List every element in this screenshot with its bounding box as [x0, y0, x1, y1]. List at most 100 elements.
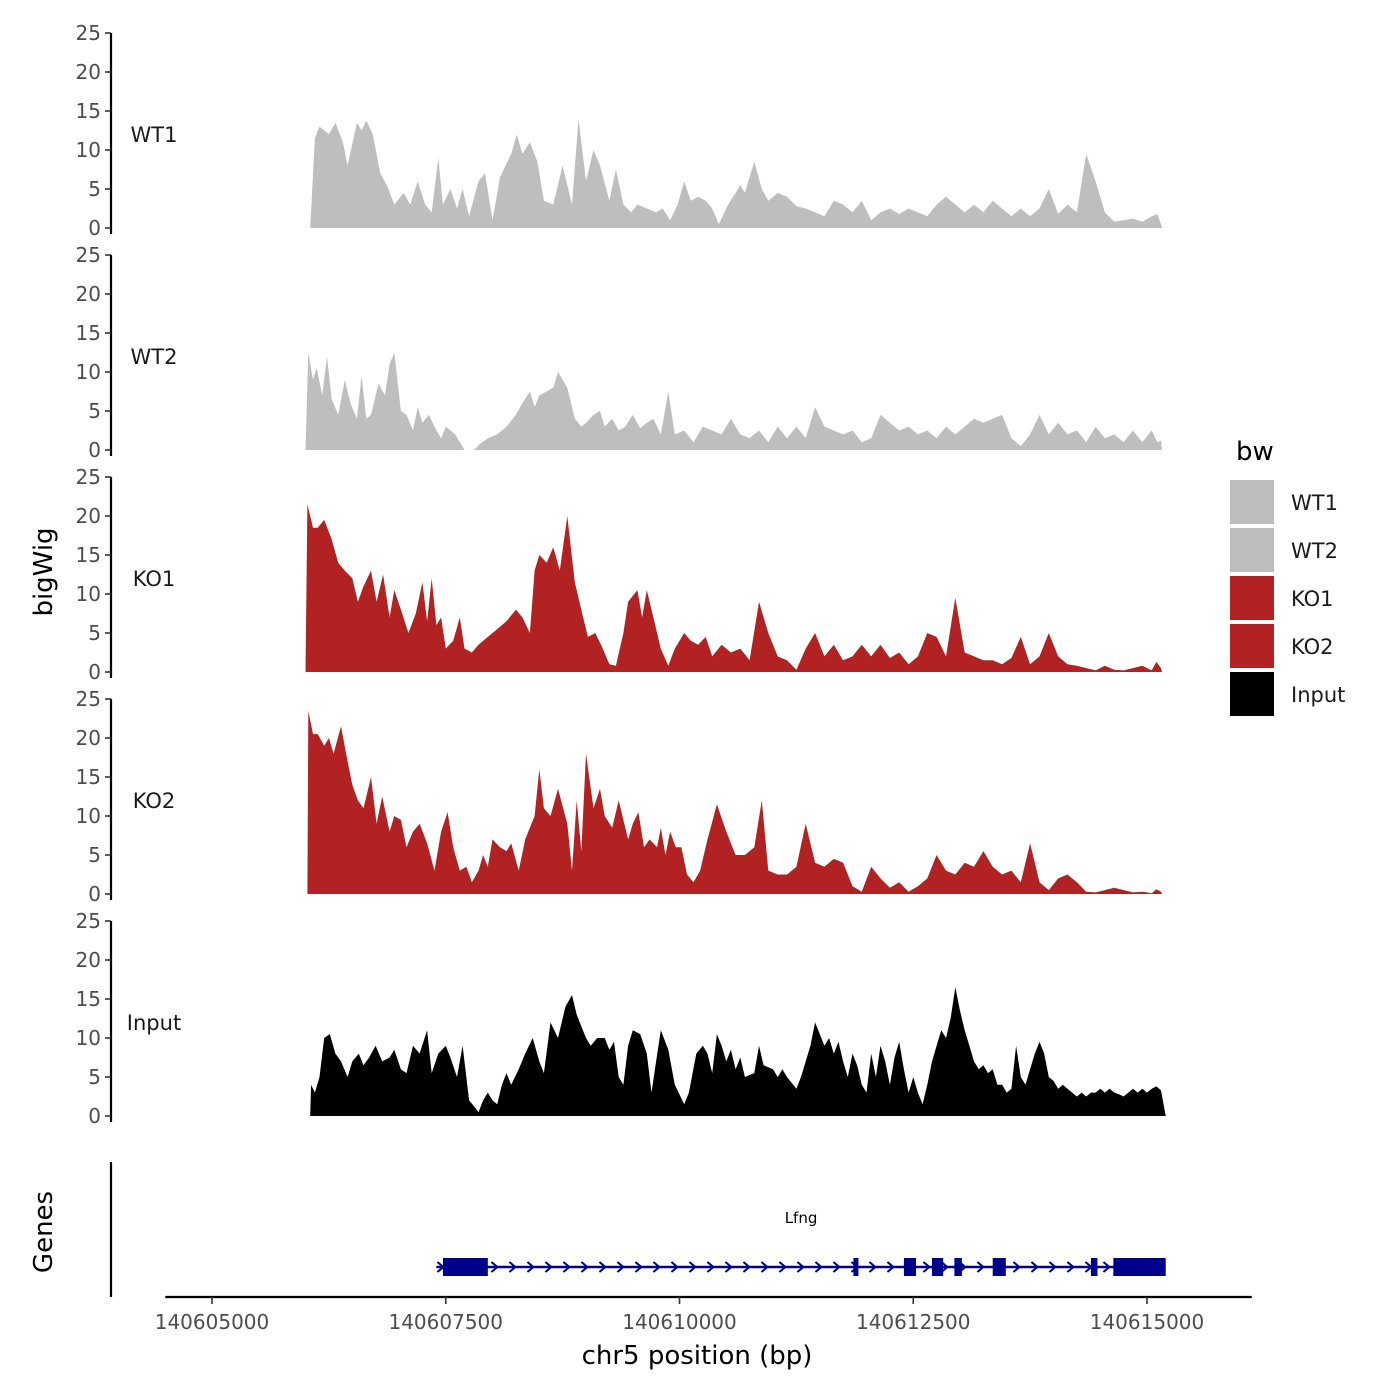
y-tick-label: 20 — [76, 948, 101, 972]
strand-arrow — [1012, 1261, 1021, 1273]
x-axis: 140605000 140607500 140610000 140612500 1406… — [155, 1295, 1252, 1334]
strand-arrow — [796, 1261, 805, 1273]
y-tick-label: 15 — [76, 987, 101, 1011]
y-tick-label: 0 — [88, 216, 101, 240]
y-tick-label: 15 — [76, 99, 101, 123]
strand-arrow — [508, 1261, 517, 1273]
strand-arrow — [976, 1261, 985, 1273]
track-label-ko1: KO1 — [133, 567, 176, 591]
strand-arrow — [724, 1261, 733, 1273]
y-tick-label: 25 — [76, 21, 101, 45]
y-tick-label: 0 — [88, 882, 101, 906]
legend-swatch — [1230, 624, 1274, 668]
track-wt1: 0 5 10 15 20 25 WT1 — [76, 21, 1162, 240]
y-tick-label: 20 — [76, 504, 101, 528]
y-tick-label: 25 — [76, 687, 101, 711]
series-area-ko2 — [307, 710, 1162, 894]
legend-label: Input — [1291, 683, 1345, 707]
y-tick-label: 20 — [76, 726, 101, 750]
x-tick-label: 140610000 — [622, 1310, 737, 1334]
strand-arrow — [886, 1261, 895, 1273]
gene-exon — [442, 1258, 488, 1276]
y-tick-label: 20 — [76, 282, 101, 306]
series-area-ko1 — [305, 504, 1162, 672]
y-tick-label: 0 — [88, 438, 101, 462]
gene-exon — [931, 1258, 944, 1276]
y-tick-label: 25 — [76, 243, 101, 267]
track-input: 0 5 10 15 20 25 Input — [76, 909, 1166, 1128]
strand-arrow — [760, 1261, 769, 1273]
legend-title: bw — [1236, 437, 1274, 467]
track-ko2: 0 5 10 15 20 25 KO2 — [76, 687, 1162, 906]
legend-label: WT1 — [1291, 491, 1338, 515]
legend-swatch — [1230, 576, 1274, 620]
track-label-wt2: WT2 — [131, 345, 178, 369]
strand-arrow — [742, 1261, 751, 1273]
strand-arrow — [652, 1261, 661, 1273]
strand-arrow — [526, 1261, 535, 1273]
y-tick-label: 10 — [76, 138, 101, 162]
series-area-wt1 — [310, 118, 1162, 228]
track-label-input: Input — [127, 1011, 181, 1035]
strand-arrow — [832, 1261, 841, 1273]
y-tick-label: 10 — [76, 1026, 101, 1050]
y-tick-label: 5 — [88, 843, 101, 867]
y-tick-label: 5 — [88, 177, 101, 201]
legend-label: KO1 — [1291, 587, 1334, 611]
strand-arrow — [1102, 1261, 1111, 1273]
legend-item-ko2: KO2 — [1230, 624, 1334, 668]
series-area-input — [310, 987, 1166, 1116]
y-tick-label: 5 — [88, 1065, 101, 1089]
y-tick-label: 15 — [76, 321, 101, 345]
legend: bw WT1 WT2 KO1 KO2 Input — [1230, 437, 1345, 716]
legend-label: WT2 — [1291, 539, 1338, 563]
y-tick-label: 20 — [76, 60, 101, 84]
gene-exon — [1090, 1258, 1098, 1276]
strand-arrow — [670, 1261, 679, 1273]
y-tick-label: 10 — [76, 804, 101, 828]
strand-arrow — [778, 1261, 787, 1273]
strand-arrow — [1030, 1261, 1039, 1273]
y-tick-label: 5 — [88, 621, 101, 645]
strand-arrow — [598, 1261, 607, 1273]
y-tick-label: 25 — [76, 465, 101, 489]
strand-arrow — [1048, 1261, 1057, 1273]
legend-item-input: Input — [1230, 672, 1345, 716]
strand-arrow — [490, 1261, 499, 1273]
legend-item-wt2: WT2 — [1230, 528, 1338, 572]
y-tick-label: 5 — [88, 399, 101, 423]
strand-arrow — [634, 1261, 643, 1273]
y-tick-label: 15 — [76, 543, 101, 567]
y-tick-label: 0 — [88, 1104, 101, 1128]
track-label-ko2: KO2 — [133, 789, 176, 813]
legend-item-ko1: KO1 — [1230, 576, 1334, 620]
genes-axis-title: Genes — [29, 1191, 59, 1273]
legend-swatch — [1230, 480, 1274, 524]
x-tick-label: 140615000 — [1090, 1310, 1205, 1334]
gene-lfng: Lfng — [436, 1209, 1166, 1276]
x-axis-title: chr5 position (bp) — [582, 1341, 813, 1371]
strand-arrow — [580, 1261, 589, 1273]
strand-arrow — [544, 1261, 553, 1273]
gene-exon — [853, 1258, 859, 1276]
x-tick-label: 140607500 — [388, 1310, 503, 1334]
legend-swatch — [1230, 528, 1274, 572]
x-tick-label: 140612500 — [856, 1310, 971, 1334]
strand-arrow — [616, 1261, 625, 1273]
strand-arrow — [922, 1261, 931, 1273]
series-area-wt2 — [305, 352, 1162, 450]
track-wt2: 0 5 10 15 20 25 WT2 — [76, 243, 1162, 462]
y-tick-label: 15 — [76, 765, 101, 789]
strand-arrow — [562, 1261, 571, 1273]
legend-swatch — [1230, 672, 1274, 716]
x-tick-label: 140605000 — [155, 1310, 270, 1334]
gene-exon — [954, 1258, 962, 1276]
track-label-wt1: WT1 — [131, 123, 178, 147]
gene-exon — [1113, 1258, 1166, 1276]
y-tick-label: 25 — [76, 909, 101, 933]
y-axis-title: bigWig — [29, 527, 59, 616]
legend-item-wt1: WT1 — [1230, 480, 1338, 524]
strand-arrow — [940, 1261, 949, 1273]
gene-label: Lfng — [785, 1209, 818, 1227]
